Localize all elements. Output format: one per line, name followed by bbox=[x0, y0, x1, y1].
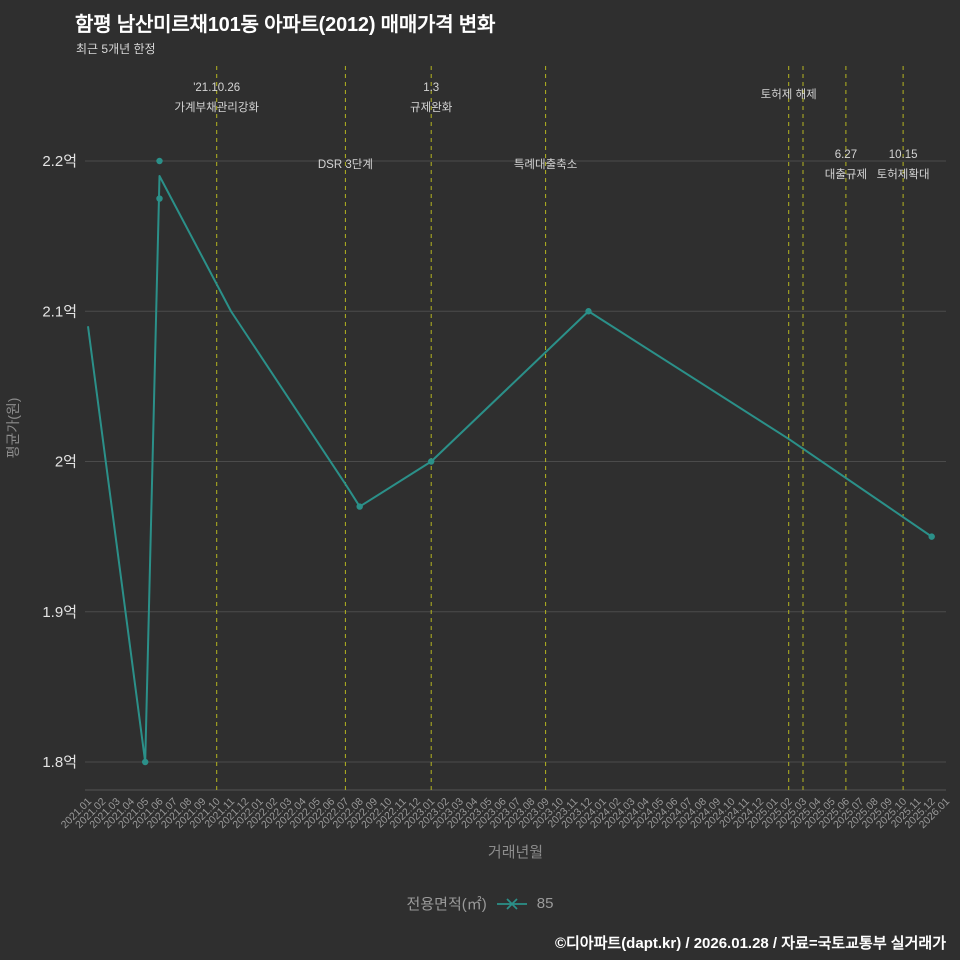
scatter-point[interactable] bbox=[156, 195, 163, 202]
price-line bbox=[87, 175, 933, 763]
y-tick-label: 1.8억 bbox=[42, 754, 77, 771]
policy-label: 가계부채관리강화 bbox=[174, 101, 259, 114]
policy-label: 규제완화 bbox=[410, 101, 453, 114]
legend-series-value[interactable]: 85 bbox=[536, 895, 554, 912]
scatter-point[interactable] bbox=[156, 157, 163, 165]
footer-credit: ©디아파트(dapt.kr) / 2026.01.28 / 자료=국토교통부 실… bbox=[554, 935, 946, 952]
x-axis-title: 거래년월 bbox=[488, 844, 543, 861]
page-subtitle: 최근 5개년 한정 bbox=[76, 42, 156, 56]
y-tick-label: 2억 bbox=[55, 454, 77, 471]
legend-series-label[interactable]: 전용면적(㎡) bbox=[406, 896, 487, 913]
policy-label: '21.10.26 bbox=[193, 82, 240, 94]
policy-label: 10.15 bbox=[889, 149, 918, 161]
data-point[interactable] bbox=[585, 308, 592, 315]
policy-label: 토허제확대 bbox=[877, 168, 930, 181]
policy-label: 토허제 해제 bbox=[761, 88, 817, 101]
y-tick-label: 2.1억 bbox=[42, 303, 77, 320]
data-point[interactable] bbox=[928, 533, 935, 540]
data-point[interactable] bbox=[356, 503, 363, 510]
policy-label: 특례대출축소 bbox=[514, 158, 577, 171]
policy-label: 6.27 bbox=[835, 149, 857, 161]
legend[interactable]: 전용면적(㎡) 85 bbox=[0, 893, 960, 914]
y-axis-title: 평균가(원) bbox=[5, 398, 21, 459]
y-tick-label: 1.9억 bbox=[42, 604, 77, 621]
legend-line-marker-icon[interactable] bbox=[496, 897, 528, 911]
y-tick-label: 2.2억 bbox=[42, 153, 77, 170]
data-point[interactable] bbox=[142, 758, 149, 766]
page-title: 함평 남산미르채101동 아파트(2012) 매매가격 변화 bbox=[75, 14, 496, 36]
policy-label: 1.3 bbox=[423, 82, 439, 94]
data-point[interactable] bbox=[428, 458, 435, 465]
policy-label: 대출규제 bbox=[825, 168, 867, 181]
policy-label: DSR 3단계 bbox=[318, 158, 373, 171]
